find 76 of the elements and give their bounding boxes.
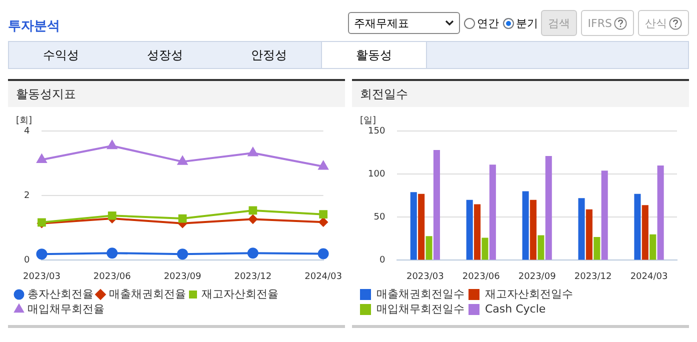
text: 수익성 — [42, 47, 80, 64]
point — [319, 210, 328, 219]
bar — [474, 204, 481, 260]
text: 성장성 — [146, 47, 184, 64]
chart-title: 활동성지표 — [8, 81, 345, 107]
point — [318, 161, 328, 170]
x-tick-label: 2024/03 — [304, 272, 342, 282]
legend-label: Cash Cycle — [485, 302, 546, 316]
y-tick-label: 100 — [368, 169, 386, 180]
bar — [642, 205, 648, 260]
legend-label: 재고자산회전율 — [202, 287, 278, 300]
text: IFRS — [580, 10, 634, 36]
point — [247, 248, 258, 259]
bar — [410, 192, 417, 260]
bar — [601, 170, 608, 260]
x-tick-label: 2023/03 — [23, 272, 60, 282]
bar — [522, 191, 529, 260]
legend-label: 매입채무회전율 — [28, 302, 104, 316]
bar — [657, 165, 664, 260]
y-tick-label: 50 — [374, 212, 386, 222]
y-tick-label: 150 — [368, 126, 386, 136]
bar — [650, 234, 656, 260]
y-tick-label: 0 — [379, 256, 386, 266]
legend-label: 매입채무회전일수 — [376, 302, 464, 316]
bar — [586, 209, 592, 260]
point — [177, 248, 188, 260]
bar — [426, 236, 432, 260]
point — [108, 211, 116, 220]
point — [248, 206, 258, 215]
point — [248, 147, 258, 156]
point — [178, 214, 187, 223]
bar — [538, 235, 544, 260]
point — [107, 140, 118, 150]
legend-label: 재고자산회전일수 — [485, 287, 573, 300]
x-tick-label: 2023/12 — [574, 272, 612, 282]
y-axis-title: [일] — [360, 116, 376, 126]
bar — [418, 194, 425, 260]
point — [106, 248, 118, 259]
legend-label: 매출채권회전율 — [109, 287, 186, 300]
y-tick-label: 0 — [24, 256, 30, 266]
y-axis-title: [회] — [16, 116, 32, 126]
text: 검색 — [540, 10, 577, 36]
legend-label: 매출채권회전일수 — [376, 287, 464, 300]
text: 주재무제표 — [354, 16, 409, 30]
x-tick-label: 2023/09 — [518, 272, 556, 282]
point — [318, 218, 328, 227]
bar — [578, 198, 585, 260]
text: 안정성 — [250, 47, 288, 64]
text: 연간 — [476, 16, 499, 30]
x-tick-label: 2023/12 — [234, 272, 272, 282]
bar — [545, 156, 552, 260]
bar — [482, 238, 488, 260]
point — [318, 248, 329, 260]
y-tick-label: 2 — [24, 190, 30, 201]
x-tick-label: 2023/09 — [164, 272, 202, 282]
bar — [594, 236, 600, 260]
bar — [530, 200, 537, 260]
point — [248, 214, 258, 224]
point — [36, 154, 47, 163]
x-tick-label: 2023/03 — [406, 272, 444, 282]
text: 활동성 — [321, 41, 427, 68]
legend-label: 총자산회전율 — [28, 287, 94, 300]
x-tick-label: 2023/06 — [93, 272, 132, 282]
bar — [489, 164, 496, 260]
point — [178, 156, 188, 165]
text: 투자분석 — [8, 18, 61, 35]
bar — [466, 200, 473, 260]
chart-title: 회전일수 — [352, 81, 689, 107]
bar — [433, 150, 440, 260]
text: 산식 — [638, 10, 689, 36]
point — [36, 248, 48, 260]
x-tick-label: 2023/06 — [462, 272, 500, 282]
text: 분기 — [514, 16, 538, 30]
bar — [634, 194, 641, 260]
x-tick-label: 2024/03 — [630, 272, 668, 282]
y-tick-label: 4 — [24, 126, 30, 136]
